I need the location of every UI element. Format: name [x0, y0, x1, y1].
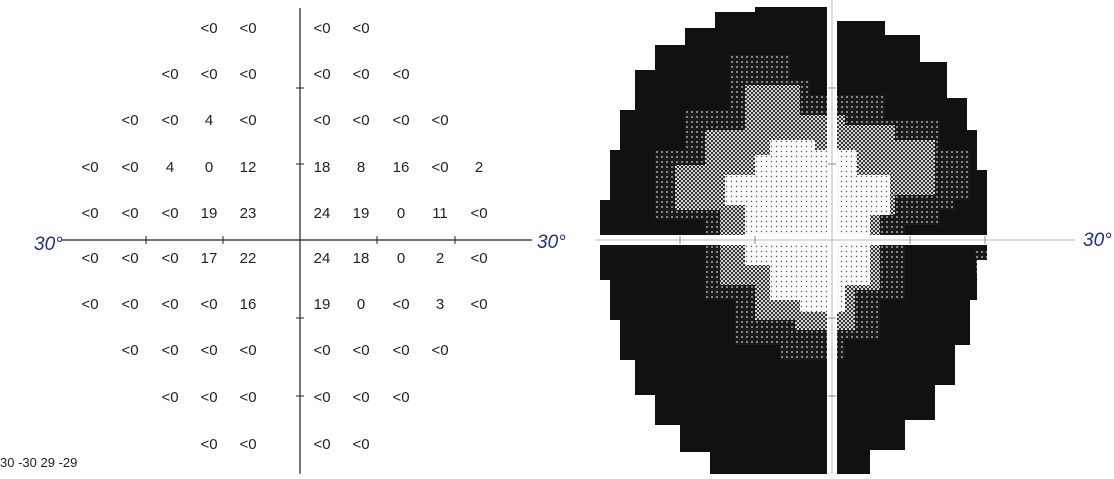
- threshold-value: <0: [81, 250, 99, 267]
- threshold-value: <0: [121, 296, 139, 313]
- degree-label-middle: 30°: [537, 232, 566, 253]
- threshold-value: 18: [352, 250, 370, 267]
- threshold-value: <0: [239, 436, 257, 453]
- threshold-value: 2: [474, 159, 484, 176]
- threshold-value: 4: [204, 112, 214, 129]
- threshold-value: <0: [81, 205, 99, 222]
- threshold-value: 11: [432, 205, 448, 222]
- threshold-value: <0: [81, 296, 99, 313]
- threshold-value: <0: [392, 389, 410, 406]
- greyscale-svg: [595, 0, 1075, 474]
- threshold-value: <0: [470, 250, 488, 267]
- threshold-value: <0: [161, 66, 179, 83]
- threshold-value: 16: [392, 159, 410, 176]
- threshold-value: <0: [161, 296, 179, 313]
- threshold-value: <0: [161, 342, 179, 359]
- numeric-threshold-plot: <0 <0 <0 <0 <0 <0 <0 <0 <0 <0 <0 <0 4 <0 <0 <0 <0 <0 <0 <0 4…: [0, 0, 566, 474]
- threshold-value: <0: [313, 112, 331, 129]
- threshold-value: 24: [313, 250, 331, 267]
- threshold-value: 2: [435, 250, 445, 267]
- threshold-value: <0: [121, 112, 139, 129]
- threshold-value: <0: [392, 296, 410, 313]
- threshold-value: <0: [392, 112, 410, 129]
- threshold-value: <0: [392, 66, 410, 83]
- threshold-value: 23: [239, 205, 257, 222]
- threshold-value: <0: [239, 20, 257, 37]
- threshold-value: <0: [352, 342, 370, 359]
- threshold-value: 19: [313, 296, 331, 313]
- threshold-value: 0: [396, 205, 406, 222]
- threshold-value: <0: [431, 342, 449, 359]
- threshold-value: <0: [200, 436, 218, 453]
- threshold-value: <0: [121, 342, 139, 359]
- threshold-value: <0: [121, 159, 139, 176]
- threshold-value: <0: [352, 112, 370, 129]
- threshold-value: 12: [239, 159, 257, 176]
- threshold-value: <0: [121, 205, 139, 222]
- threshold-value: <0: [352, 20, 370, 37]
- threshold-value: <0: [352, 389, 370, 406]
- greyscale-map: 30°: [595, 0, 1112, 474]
- threshold-value: <0: [352, 66, 370, 83]
- threshold-value: 0: [356, 296, 366, 313]
- threshold-value: 17: [200, 250, 218, 267]
- degree-label-left: 30°: [34, 234, 63, 255]
- threshold-value: <0: [313, 66, 331, 83]
- threshold-value: <0: [200, 342, 218, 359]
- threshold-value: 4: [165, 159, 175, 176]
- threshold-value: 19: [352, 205, 370, 222]
- threshold-value: <0: [313, 436, 331, 453]
- threshold-value: <0: [431, 159, 449, 176]
- threshold-value: 16: [239, 296, 257, 313]
- threshold-value: <0: [121, 250, 139, 267]
- threshold-value: 18: [313, 159, 331, 176]
- threshold-value: <0: [81, 159, 99, 176]
- threshold-value: <0: [431, 112, 449, 129]
- threshold-value: 19: [200, 205, 218, 222]
- threshold-value: <0: [239, 389, 257, 406]
- threshold-value: <0: [470, 296, 488, 313]
- threshold-value: <0: [200, 389, 218, 406]
- threshold-value: <0: [313, 389, 331, 406]
- threshold-value: <0: [161, 112, 179, 129]
- threshold-value: <0: [161, 205, 179, 222]
- threshold-value: 24: [313, 205, 331, 222]
- threshold-value: <0: [161, 250, 179, 267]
- corner-coordinates: 30 -30 29 -29: [0, 455, 78, 470]
- numeric-axes: [62, 8, 532, 474]
- threshold-value: 3: [435, 296, 445, 313]
- threshold-value: <0: [161, 389, 179, 406]
- threshold-value: <0: [200, 20, 218, 37]
- threshold-value: 0: [396, 250, 406, 267]
- threshold-value: <0: [239, 112, 257, 129]
- threshold-value: <0: [200, 296, 218, 313]
- threshold-value: <0: [239, 66, 257, 83]
- threshold-value: <0: [239, 342, 257, 359]
- degree-label-right: 30°: [1083, 230, 1112, 251]
- threshold-value: <0: [313, 20, 331, 37]
- threshold-value: 22: [239, 250, 257, 267]
- threshold-value: <0: [200, 66, 218, 83]
- threshold-value: <0: [313, 342, 331, 359]
- threshold-value: <0: [352, 436, 370, 453]
- threshold-value: 0: [204, 159, 214, 176]
- threshold-value: 8: [356, 159, 366, 176]
- threshold-value: <0: [470, 205, 488, 222]
- threshold-value: <0: [392, 342, 410, 359]
